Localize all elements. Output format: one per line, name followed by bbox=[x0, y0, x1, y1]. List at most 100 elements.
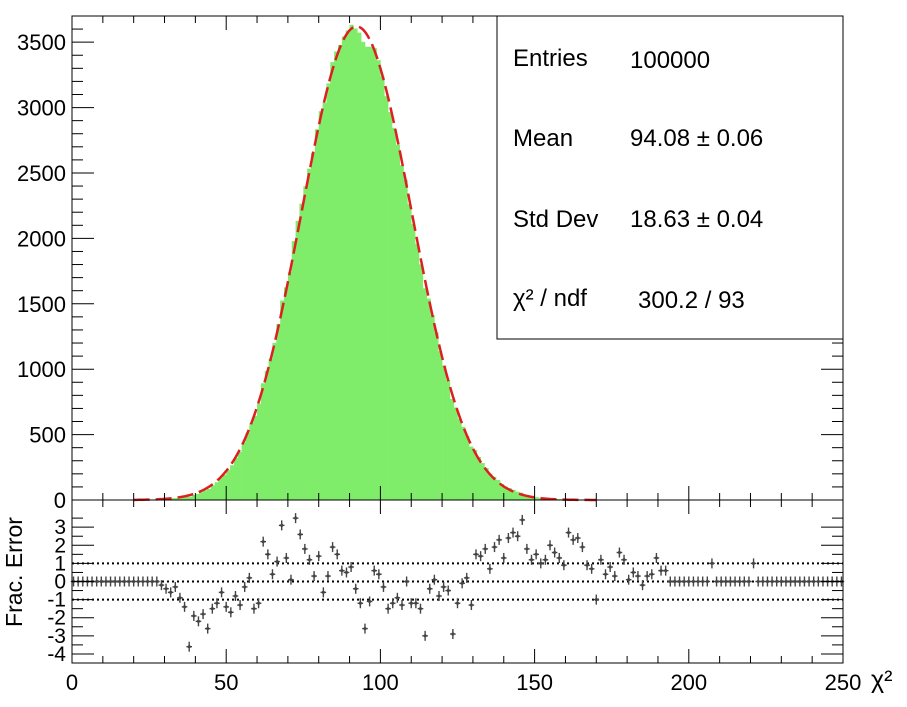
histogram-bar bbox=[245, 432, 250, 500]
residual-point bbox=[431, 574, 438, 585]
residual-point bbox=[570, 534, 576, 545]
histogram-bar bbox=[357, 32, 362, 500]
residual-point bbox=[204, 623, 211, 634]
residual-marker bbox=[594, 598, 598, 601]
y-tick-label: 3000 bbox=[17, 96, 66, 121]
stats-entries-value: 100000 bbox=[630, 47, 710, 74]
residual-marker bbox=[206, 627, 209, 630]
histogram-bar bbox=[295, 220, 300, 501]
residual-point bbox=[218, 587, 225, 598]
histogram-bar bbox=[523, 494, 528, 500]
residual-marker bbox=[280, 524, 284, 527]
residual-marker bbox=[715, 580, 718, 583]
residual-point bbox=[385, 603, 391, 614]
residual-marker bbox=[211, 607, 214, 610]
residual-point bbox=[325, 571, 331, 582]
residual-y-tick-label: -2 bbox=[47, 607, 66, 630]
residual-point bbox=[163, 583, 169, 594]
residual-point bbox=[394, 592, 401, 603]
y-tick-label: 2000 bbox=[17, 226, 66, 251]
residual-marker bbox=[331, 545, 334, 549]
residual-marker bbox=[738, 580, 741, 583]
y-tick-label: 3500 bbox=[17, 30, 66, 55]
residual-marker bbox=[530, 558, 533, 562]
histogram-bar bbox=[411, 223, 416, 500]
residual-marker bbox=[104, 580, 108, 583]
residual-point bbox=[551, 547, 558, 558]
histogram-bar bbox=[519, 492, 524, 500]
residual-marker bbox=[608, 565, 612, 569]
residual-marker bbox=[396, 596, 399, 600]
histogram-bar bbox=[272, 342, 277, 500]
histogram-bar bbox=[276, 324, 281, 500]
residual-marker bbox=[682, 580, 686, 583]
residual-marker bbox=[243, 585, 247, 589]
residual-point bbox=[376, 569, 382, 580]
x-tick-label: 150 bbox=[516, 670, 553, 695]
histogram-bar bbox=[480, 463, 485, 500]
histogram-bar bbox=[303, 186, 308, 500]
histogram-bar bbox=[418, 264, 424, 500]
residual-marker bbox=[261, 540, 265, 543]
residual-marker bbox=[470, 603, 473, 607]
histogram-bar bbox=[280, 300, 285, 500]
histogram-bar bbox=[222, 474, 227, 500]
residual-points bbox=[70, 513, 845, 652]
residual-marker bbox=[317, 554, 321, 558]
histogram-bar bbox=[395, 144, 400, 500]
residual-point bbox=[616, 547, 623, 558]
residual-marker bbox=[150, 580, 154, 583]
residual-point bbox=[644, 571, 650, 582]
residual-marker bbox=[118, 580, 122, 583]
residual-marker bbox=[234, 594, 237, 598]
residual-marker bbox=[803, 580, 806, 583]
residual-marker bbox=[474, 553, 478, 556]
residual-marker bbox=[456, 601, 459, 605]
residual-marker bbox=[613, 574, 617, 578]
residual-marker bbox=[183, 605, 186, 609]
histogram-bar bbox=[307, 168, 312, 500]
residual-point bbox=[255, 598, 262, 609]
x-axis-label: χ² bbox=[871, 666, 892, 694]
histogram-bar bbox=[260, 383, 266, 500]
residual-point bbox=[352, 583, 359, 594]
residual-marker bbox=[289, 578, 293, 581]
stats-mean-value: 94.08 ± 0.06 bbox=[630, 125, 763, 152]
histogram-bar bbox=[314, 129, 320, 500]
residual-point bbox=[491, 542, 498, 553]
residual-point bbox=[459, 578, 465, 589]
residual-point bbox=[380, 581, 387, 592]
residual-marker bbox=[766, 580, 769, 583]
residual-point bbox=[662, 565, 669, 576]
histogram-bar bbox=[526, 495, 532, 500]
histogram-bar bbox=[218, 478, 223, 500]
histogram-bar bbox=[364, 46, 370, 501]
residual-marker bbox=[345, 571, 348, 574]
residual-point bbox=[288, 574, 294, 585]
residual-marker bbox=[298, 533, 302, 536]
histogram-bar bbox=[380, 76, 385, 500]
residual-marker bbox=[719, 580, 723, 583]
residual-marker bbox=[784, 580, 788, 583]
residual-marker bbox=[780, 580, 783, 583]
histogram-bar bbox=[172, 498, 177, 500]
residual-marker bbox=[483, 547, 487, 551]
histogram-bar bbox=[376, 60, 381, 500]
residual-point bbox=[450, 629, 456, 640]
histogram-bar bbox=[384, 96, 389, 501]
residual-point bbox=[241, 581, 248, 592]
residual-marker bbox=[238, 603, 242, 607]
residual-point bbox=[223, 601, 229, 612]
histogram-bar bbox=[183, 496, 188, 500]
residual-point bbox=[533, 549, 539, 560]
x-tick-label: 50 bbox=[214, 670, 238, 695]
residual-marker bbox=[581, 545, 584, 549]
histogram-bar bbox=[457, 418, 462, 500]
residual-marker bbox=[645, 574, 649, 578]
histogram-bar bbox=[496, 480, 501, 500]
stats-chi2-value: 300.2 / 93 bbox=[638, 287, 745, 314]
residual-marker bbox=[368, 600, 371, 603]
residual-point bbox=[315, 551, 322, 562]
